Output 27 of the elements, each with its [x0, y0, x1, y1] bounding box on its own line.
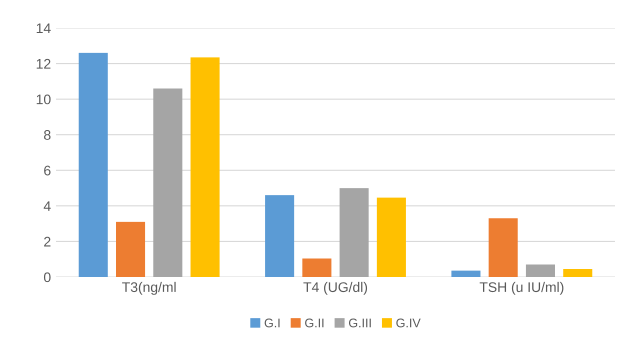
legend-label: G.II: [305, 318, 324, 328]
y-tick-label: 2: [44, 236, 50, 246]
bar: [563, 268, 592, 277]
y-tick-label: 12: [36, 58, 50, 69]
legend-label: G.I: [264, 318, 280, 328]
bar: [526, 264, 555, 277]
x-tick-label: TSH (u IU/ml): [480, 282, 564, 295]
y-tick-label: 14: [36, 23, 51, 34]
bar: [265, 195, 294, 277]
bar: [376, 198, 406, 277]
bar: [451, 270, 480, 277]
y-tick-label: 4: [44, 201, 51, 211]
legend-label: G.IV: [396, 318, 421, 328]
bar: [190, 57, 220, 277]
bar: [153, 88, 182, 277]
bar: [340, 188, 369, 277]
legend-label: G.III: [348, 318, 371, 328]
bar: [302, 258, 332, 277]
y-tick-label: 6: [44, 166, 51, 176]
x-tick-label: T3(ng/ml: [122, 282, 176, 295]
y-tick-label: 8: [44, 130, 51, 140]
y-tick-label: 10: [36, 94, 51, 104]
y-tick-label: 0: [44, 272, 51, 282]
bar: [488, 218, 518, 277]
x-tick-label: T4 (UG/dl): [303, 282, 368, 295]
bar: [116, 222, 146, 277]
bar: [78, 52, 108, 277]
